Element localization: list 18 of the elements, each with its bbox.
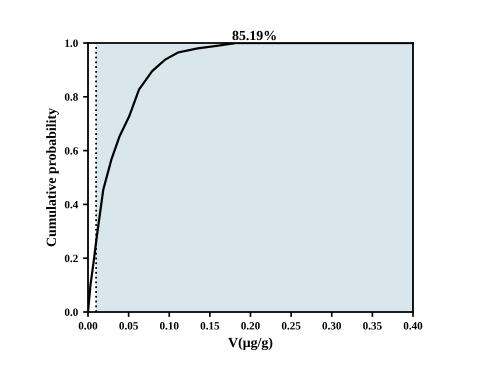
y-axis-title: Cumulative probability xyxy=(46,108,59,246)
x-tick-label: 0.35 xyxy=(363,322,382,330)
band-label: 85.19% xyxy=(232,30,276,40)
x-tick-label: 0.15 xyxy=(200,322,220,330)
x-axis-title: V(μg/g) xyxy=(228,337,272,350)
y-tick-label: 0.8 xyxy=(64,93,78,101)
y-tick-label: 0.4 xyxy=(64,200,78,208)
y-tick-label: 0.6 xyxy=(64,147,78,155)
x-tick-label: 0.20 xyxy=(241,322,260,330)
x-tick-label: 0.05 xyxy=(119,322,138,330)
x-tick-label: 0.10 xyxy=(160,322,179,330)
x-tick-label: 0.25 xyxy=(282,322,300,330)
y-tick-label: 0.0 xyxy=(64,308,78,316)
x-tick-label: 0.30 xyxy=(322,322,342,330)
y-tick-label: 1.0 xyxy=(65,39,78,48)
x-tick-label: 0.00 xyxy=(78,322,98,330)
y-tick-label: 0.2 xyxy=(64,254,78,262)
x-tick-label: 0.40 xyxy=(404,322,422,330)
